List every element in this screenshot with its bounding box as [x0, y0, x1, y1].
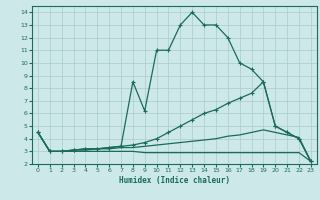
- X-axis label: Humidex (Indice chaleur): Humidex (Indice chaleur): [119, 176, 230, 185]
